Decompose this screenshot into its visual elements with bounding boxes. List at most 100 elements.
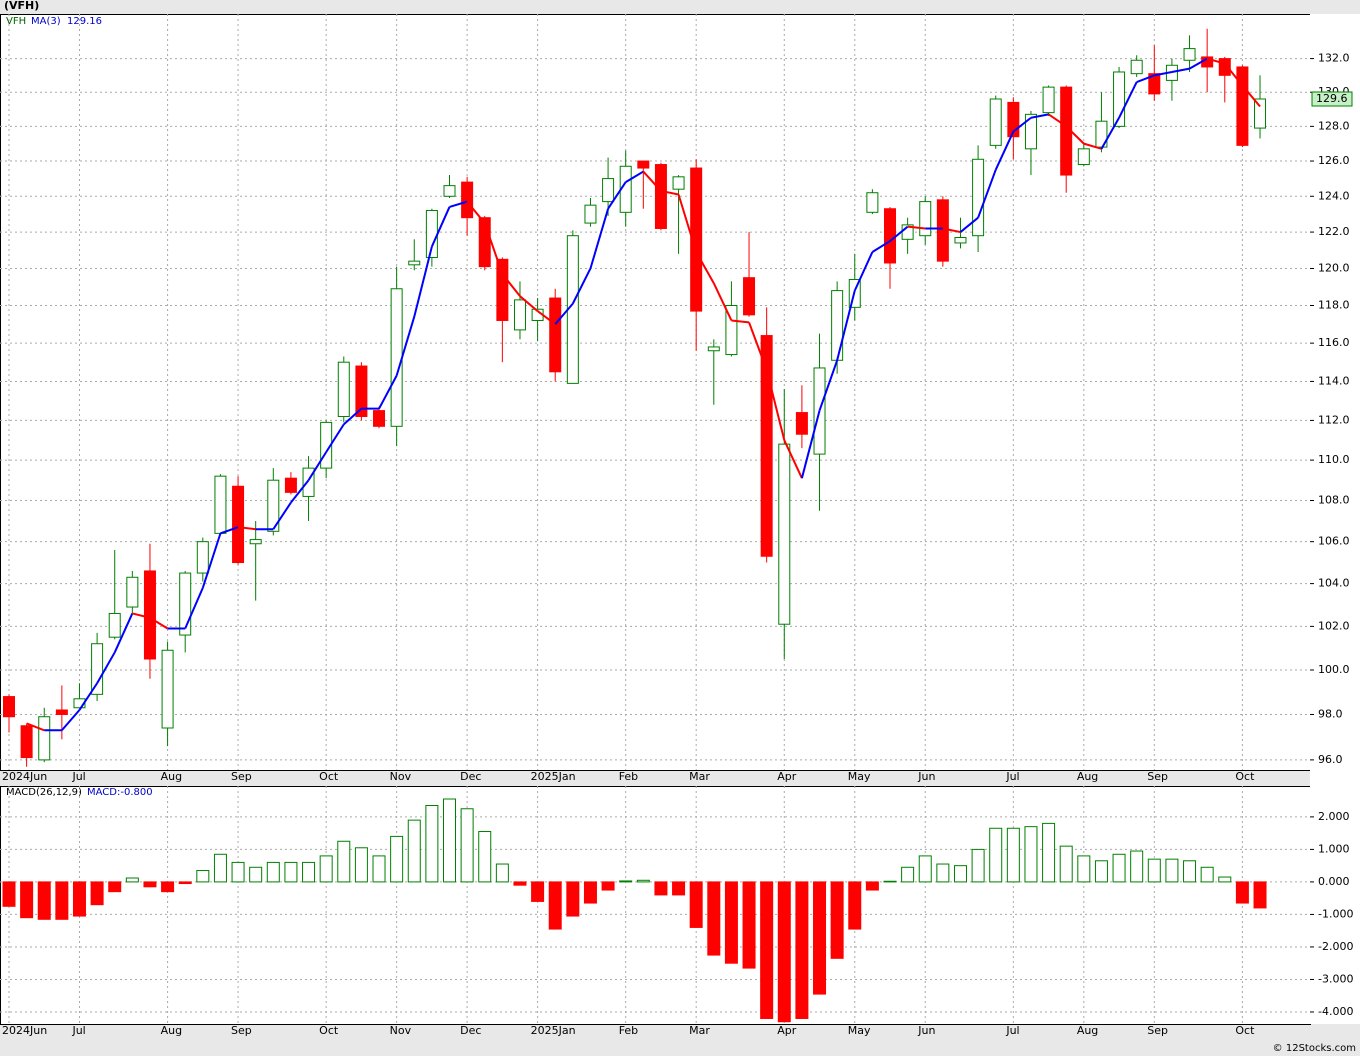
- candle-body: [690, 167, 703, 312]
- ma-segment: [1171, 67, 1190, 73]
- candle-body: [584, 204, 597, 224]
- ma-segment: [483, 222, 504, 275]
- macd-panel: [0, 786, 1311, 1025]
- x-tick-label: Aug: [161, 1024, 182, 1037]
- macd-bar: [178, 881, 192, 885]
- ma-segment: [1189, 57, 1208, 70]
- last-price-label: 129.6: [1316, 92, 1348, 105]
- candle-body: [954, 237, 967, 244]
- macd-bar: [953, 865, 967, 883]
- ma-segment: [554, 302, 574, 325]
- macd-bar: [37, 881, 51, 920]
- candle-body: [725, 304, 738, 356]
- candle-body: [143, 570, 156, 660]
- macd-bar: [478, 831, 492, 883]
- macd-bar: [513, 881, 527, 886]
- x-tick-label: Oct: [319, 1024, 339, 1037]
- ma-segment: [537, 310, 556, 326]
- macd-bar: [372, 855, 386, 883]
- x-tick-label: Mar: [689, 770, 710, 783]
- macd-bar: [989, 827, 1003, 883]
- candle-body: [1148, 73, 1161, 95]
- ma-segment: [853, 251, 874, 292]
- ma-segment: [220, 526, 239, 535]
- ma-segment: [1224, 62, 1244, 87]
- macd-bar: [689, 881, 703, 928]
- ma-segment: [1012, 116, 1032, 133]
- macd-title: MACD(26,12,9): [6, 787, 82, 798]
- candle-body: [196, 541, 209, 574]
- x-tick-label: May: [848, 770, 871, 783]
- macd-bar: [1006, 827, 1020, 883]
- ma-segment: [731, 319, 750, 324]
- macd-bar: [55, 881, 69, 920]
- ma-segment: [395, 316, 416, 376]
- x-tick-label: Sep: [1147, 770, 1168, 783]
- ma-segment: [1118, 81, 1138, 119]
- ma-segment: [836, 290, 856, 361]
- candle-body: [284, 477, 297, 493]
- ma-segment: [942, 227, 961, 234]
- y-tick-label: 2.000: [1318, 810, 1350, 823]
- macd-bar: [443, 798, 456, 883]
- x-tick-label: Dec: [460, 770, 481, 783]
- y-tick-label: 126.0: [1318, 154, 1350, 167]
- candle-body: [390, 288, 403, 427]
- macd-bar: [337, 840, 351, 883]
- x-tick-label: Aug: [1077, 1024, 1098, 1037]
- x-tick-label: Feb: [619, 1024, 638, 1037]
- macd-bar: [1235, 881, 1249, 904]
- ma-segment: [695, 251, 715, 284]
- candle-body: [355, 365, 368, 417]
- candle-body: [408, 260, 421, 266]
- ma-segment: [272, 501, 292, 530]
- candle-body: [179, 572, 192, 636]
- ma-segment: [589, 208, 610, 269]
- macd-bar: [231, 861, 245, 883]
- ma-segment: [1048, 113, 1067, 128]
- x-tick-label: Jul: [1005, 1024, 1019, 1037]
- candle-body: [1113, 71, 1126, 127]
- y-tick-label: 102.0: [1318, 619, 1350, 632]
- ma-segment: [184, 587, 204, 629]
- macd-bar: [1218, 876, 1232, 883]
- candle-body: [760, 335, 773, 557]
- macd-bar: [143, 881, 157, 888]
- macd-bar: [1059, 845, 1073, 883]
- candle-body: [989, 98, 1002, 146]
- axis-area: [1310, 14, 1360, 1024]
- x-tick-label: Oct: [1235, 1024, 1255, 1037]
- y-tick-label: 116.0: [1318, 336, 1350, 349]
- candle-body: [496, 258, 509, 321]
- x-tick-label: May: [848, 1024, 871, 1037]
- macd-bar: [936, 863, 950, 883]
- candle-body: [91, 643, 104, 695]
- candle-body: [1201, 56, 1214, 68]
- macd-bar: [1253, 881, 1267, 909]
- macd-bar: [865, 881, 879, 891]
- ma-segment: [149, 616, 169, 630]
- candle-body: [831, 290, 844, 361]
- candle-body: [513, 299, 526, 331]
- macd-bar: [108, 881, 122, 893]
- x-tick-label: Apr: [777, 1024, 797, 1037]
- macd-bar: [707, 881, 721, 956]
- x-tick-label: Jul: [1005, 770, 1019, 783]
- ma-segment: [290, 479, 310, 504]
- y-tick-label: 110.0: [1318, 453, 1350, 466]
- ma-segment: [571, 268, 592, 305]
- footer: © 12Stocks.com: [1273, 1043, 1356, 1054]
- macd-bar: [830, 881, 844, 959]
- y-tick-label: 114.0: [1318, 374, 1350, 387]
- ma-segment: [783, 439, 803, 479]
- candle-body: [972, 158, 985, 237]
- ma-segment: [378, 375, 398, 410]
- macd-bar: [125, 877, 139, 883]
- ma-segment: [519, 295, 539, 312]
- candle-body: [161, 649, 174, 729]
- ma-segment: [625, 170, 644, 183]
- macd-bar: [284, 861, 298, 883]
- candle-body: [302, 467, 315, 497]
- ma-segment: [907, 225, 926, 230]
- ma-segment: [765, 369, 786, 441]
